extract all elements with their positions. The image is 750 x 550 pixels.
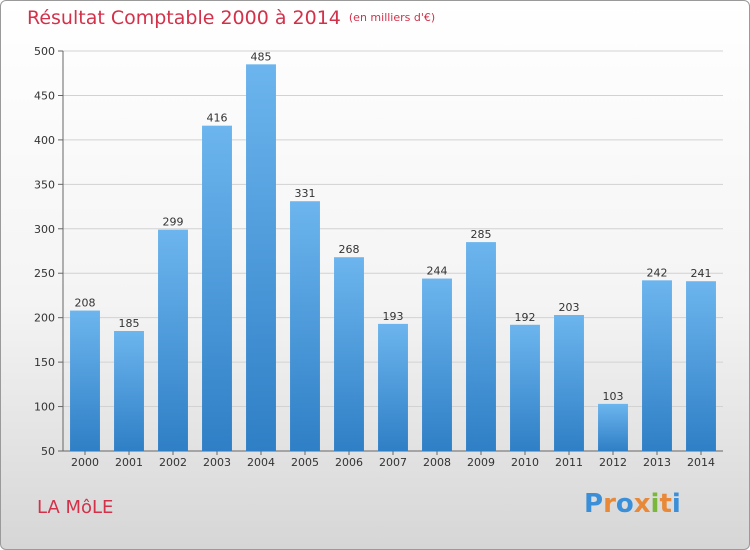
title-row: Résultat Comptable 2000 à 2014 (en millie…	[27, 7, 435, 29]
logo-letter: o	[615, 489, 634, 519]
y-tick-label: 300	[34, 223, 55, 236]
y-tick-label: 450	[34, 89, 55, 102]
x-tick-label: 2014	[687, 456, 715, 469]
bar-value-label: 416	[207, 112, 228, 125]
bar	[334, 257, 364, 451]
logo-letter: t	[659, 489, 672, 519]
proxiti-logo[interactable]: Proxiti	[584, 489, 681, 519]
x-tick-label: 2013	[643, 456, 671, 469]
bar	[290, 201, 320, 451]
bar-value-label: 193	[383, 310, 404, 323]
chart-title: Résultat Comptable 2000 à 2014	[27, 7, 341, 29]
bar-value-label: 241	[691, 267, 712, 280]
bar	[554, 315, 584, 451]
bars	[70, 64, 716, 452]
y-tick-label: 150	[34, 356, 55, 369]
x-tick-label: 2011	[555, 456, 583, 469]
x-tick-label: 2008	[423, 456, 451, 469]
x-tick-label: 2004	[247, 456, 275, 469]
bar	[466, 242, 496, 451]
bar-value-label: 203	[559, 301, 580, 314]
bar-value-label: 485	[251, 50, 272, 63]
chart-unit: (en milliers d'€)	[348, 11, 436, 24]
bar-value-label: 242	[647, 266, 668, 279]
x-tick-label: 2000	[71, 456, 99, 469]
y-tick-label: 250	[34, 267, 55, 280]
x-tick-label: 2002	[159, 456, 187, 469]
commune-name: LA MôLE	[37, 497, 114, 518]
x-tick-label: 2010	[511, 456, 539, 469]
bar	[70, 310, 100, 451]
bar	[598, 403, 628, 451]
y-tick-label: 100	[34, 401, 55, 414]
bar	[378, 323, 408, 451]
bar	[114, 331, 144, 451]
bar-value-label: 299	[163, 216, 184, 229]
x-tick-label: 2003	[203, 456, 231, 469]
labels: 50 100 150 200 250 300 350 400 450 500 208 2000 185 2…	[34, 45, 715, 469]
x-tick-label: 2012	[599, 456, 627, 469]
bar	[510, 324, 540, 451]
bar	[422, 278, 452, 451]
bar	[202, 125, 232, 452]
logo-letter: P	[584, 489, 604, 519]
x-tick-label: 2006	[335, 456, 363, 469]
bar-value-label: 268	[339, 243, 360, 256]
logo-letter: i	[671, 489, 681, 519]
logo-letter: i	[650, 489, 660, 519]
y-tick-label: 400	[34, 134, 55, 147]
x-tick-label: 2009	[467, 456, 495, 469]
bar	[246, 64, 276, 452]
bar-value-label: 285	[471, 228, 492, 241]
logo-letter: r	[603, 489, 616, 519]
x-tick-label: 2007	[379, 456, 407, 469]
x-tick-label: 2005	[291, 456, 319, 469]
logo-letter: x	[633, 489, 651, 519]
bar-value-label: 208	[75, 297, 96, 310]
bar	[158, 229, 188, 451]
bar-value-label: 331	[295, 187, 316, 200]
y-tick-label: 500	[34, 45, 55, 58]
y-tick-label: 50	[41, 445, 55, 458]
bar-value-label: 103	[603, 390, 624, 403]
bar-value-label: 244	[427, 265, 448, 278]
bar-value-label: 185	[119, 317, 140, 330]
bar-value-label: 192	[515, 311, 536, 324]
y-tick-label: 200	[34, 312, 55, 325]
bar	[642, 280, 672, 451]
y-tick-label: 350	[34, 178, 55, 191]
bar	[686, 281, 716, 451]
x-tick-label: 2001	[115, 456, 143, 469]
